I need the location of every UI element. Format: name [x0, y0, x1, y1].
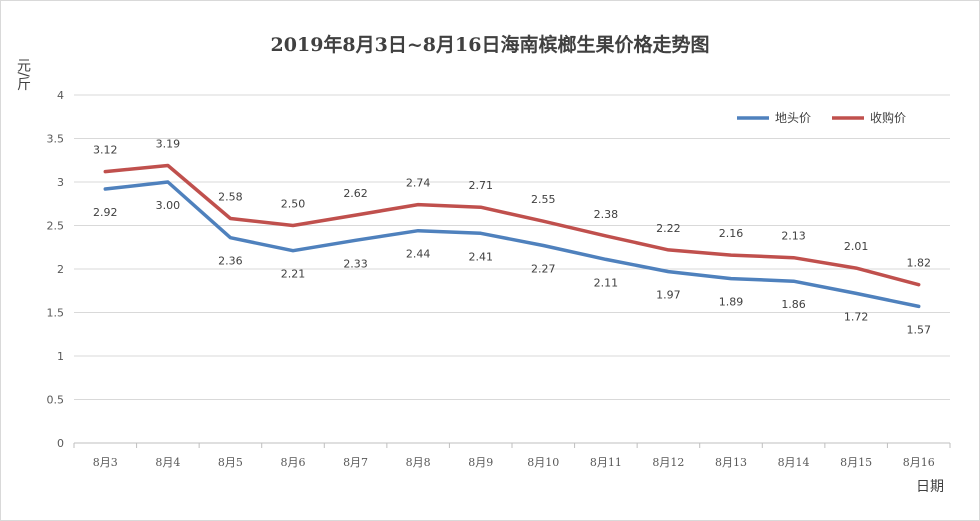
x-tick-label: 8月13: [715, 456, 747, 469]
x-tick-label: 8月12: [652, 456, 684, 469]
y-tick-label: 0.5: [47, 394, 65, 407]
data-label-series-1: 2.36: [218, 255, 243, 268]
data-label-series-2: 2.58: [218, 191, 243, 204]
series-line-2: [103, 163, 921, 287]
x-axis-ticks: 8月3 8月4 8月5 8月6 8月7 8月8 8月9 8月10 8月11 8月12 8月13 8月1…: [73, 443, 951, 469]
data-labels: 2.92 3.00 2.36 2.21 2.33 2.44 2.41 2.27 2.11 1.97…: [93, 137, 931, 336]
y-tick-label: 1.5: [47, 307, 65, 320]
data-label-series-2: 2.13: [781, 230, 806, 243]
y-tick-label: 2: [57, 263, 64, 276]
data-label-series-1: 2.92: [93, 206, 118, 219]
x-tick-label: 8月9: [468, 456, 493, 469]
data-label-series-1: 1.86: [781, 298, 806, 311]
x-tick-label: 8月6: [281, 456, 306, 469]
data-label-series-2: 2.16: [719, 227, 744, 240]
data-label-series-2: 2.50: [281, 198, 306, 211]
x-tick-label: 8月4: [155, 456, 180, 469]
data-label-series-2: 1.82: [906, 257, 931, 270]
data-label-series-1: 2.44: [406, 248, 431, 261]
x-tick-label: 8月8: [406, 456, 431, 469]
x-tick-label: 8月16: [903, 456, 935, 469]
x-tick-label: 8月7: [343, 456, 368, 469]
x-tick-label: 8月3: [93, 456, 118, 469]
data-label-series-2: 2.38: [594, 208, 619, 221]
data-label-series-1: 1.89: [719, 296, 744, 309]
legend: 地头价 收购价: [737, 110, 906, 125]
x-tick-label: 8月14: [778, 456, 810, 469]
data-label-series-1: 1.72: [844, 310, 869, 323]
series-line-1: [103, 180, 921, 309]
data-label-series-1: 1.97: [656, 289, 681, 302]
gridlines: [74, 94, 950, 444]
x-tick-label: 8月15: [840, 456, 872, 469]
data-label-series-2: 3.19: [156, 137, 181, 150]
y-tick-label: 2.5: [47, 220, 65, 233]
y-tick-label: 1: [57, 350, 64, 363]
data-label-series-1: 3.00: [156, 199, 181, 212]
data-label-series-2: 3.12: [93, 144, 118, 157]
y-tick-label: 0: [57, 437, 64, 450]
data-label-series-2: 2.62: [343, 187, 368, 200]
legend-label-2: 收购价: [870, 110, 906, 125]
y-axis-label: 元/斤: [15, 58, 31, 91]
x-tick-label: 8月11: [590, 456, 622, 469]
data-label-series-1: 2.27: [531, 263, 556, 276]
x-tick-label: 8月10: [527, 456, 559, 469]
data-label-series-1: 2.11: [594, 276, 619, 289]
series-lines: [103, 163, 921, 309]
y-tick-label: 3.5: [47, 133, 65, 146]
y-tick-label: 3: [57, 176, 64, 189]
x-tick-label: 8月5: [218, 456, 243, 469]
data-label-series-2: 2.74: [406, 177, 431, 190]
x-axis-label: 日期: [916, 479, 944, 495]
data-label-series-2: 2.22: [656, 222, 681, 235]
data-label-series-1: 1.57: [906, 323, 931, 336]
data-label-series-1: 2.33: [343, 257, 368, 270]
y-axis-ticks: 0 0.5 1 1.5 2 2.5 3 3.5 4: [47, 89, 65, 450]
data-label-series-1: 2.21: [281, 268, 306, 281]
data-label-series-2: 2.01: [844, 240, 869, 253]
chart-title: 2019年8月3日~8月16日海南槟榔生果价格走势图: [270, 34, 710, 56]
data-label-series-1: 2.41: [468, 250, 493, 263]
legend-label-1: 地头价: [775, 111, 811, 125]
y-tick-label: 4: [57, 89, 64, 102]
data-label-series-2: 2.55: [531, 193, 556, 206]
data-label-series-2: 2.71: [468, 179, 493, 192]
